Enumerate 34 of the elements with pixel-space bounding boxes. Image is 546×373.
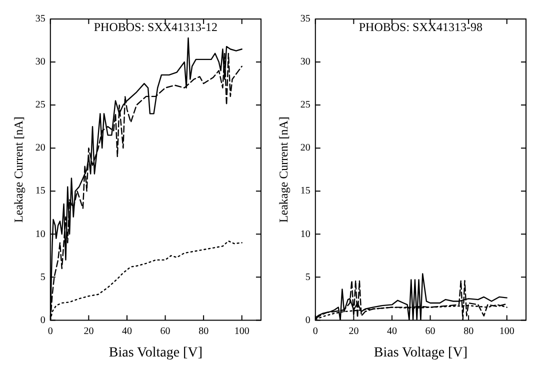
x-tick-label: 20 — [84, 326, 94, 337]
y-tick-label: 25 — [300, 100, 310, 111]
y-tick-label: 10 — [300, 228, 310, 240]
y-tick-label: 15 — [35, 186, 46, 197]
y-tick-label: 0 — [305, 314, 310, 326]
x-tick-label: 100 — [499, 326, 514, 337]
y-tick-label: 35 — [300, 14, 310, 25]
y-tick-label: 5 — [40, 272, 46, 283]
y-tick-label: 30 — [300, 56, 310, 68]
y-axis-title: Leakage Current [nA] — [11, 116, 26, 223]
chart-title: PHOBOS: SXX41313-12 — [94, 20, 218, 34]
y-tick-label: 5 — [305, 272, 310, 283]
y-tick-label: 15 — [300, 186, 310, 197]
y-tick-label: 20 — [300, 142, 310, 154]
chart-title: PHOBOS: SXX41313-98 — [358, 20, 483, 34]
x-tick-label: 40 — [386, 326, 397, 337]
y-tick-label: 30 — [35, 56, 46, 68]
x-tick-label: 40 — [122, 326, 132, 337]
x-axis-title: Bias Voltage [V] — [108, 345, 202, 360]
x-axis-title: Bias Voltage [V] — [374, 345, 468, 360]
y-tick-label: 25 — [35, 100, 46, 111]
y-axis-title: Leakage Current [nA] — [276, 116, 290, 223]
x-tick-label: 0 — [48, 326, 53, 337]
x-tick-label: 20 — [348, 326, 359, 337]
x-tick-label: 80 — [198, 326, 209, 337]
x-tick-label: 0 — [312, 326, 318, 337]
y-tick-label: 35 — [35, 14, 46, 25]
x-tick-label: 100 — [234, 326, 250, 337]
y-tick-label: 20 — [35, 142, 46, 154]
x-tick-label: 60 — [160, 326, 170, 337]
x-tick-label: 80 — [464, 326, 474, 337]
y-tick-label: 10 — [35, 228, 46, 240]
x-tick-label: 60 — [425, 326, 436, 337]
y-tick-label: 0 — [40, 314, 46, 326]
